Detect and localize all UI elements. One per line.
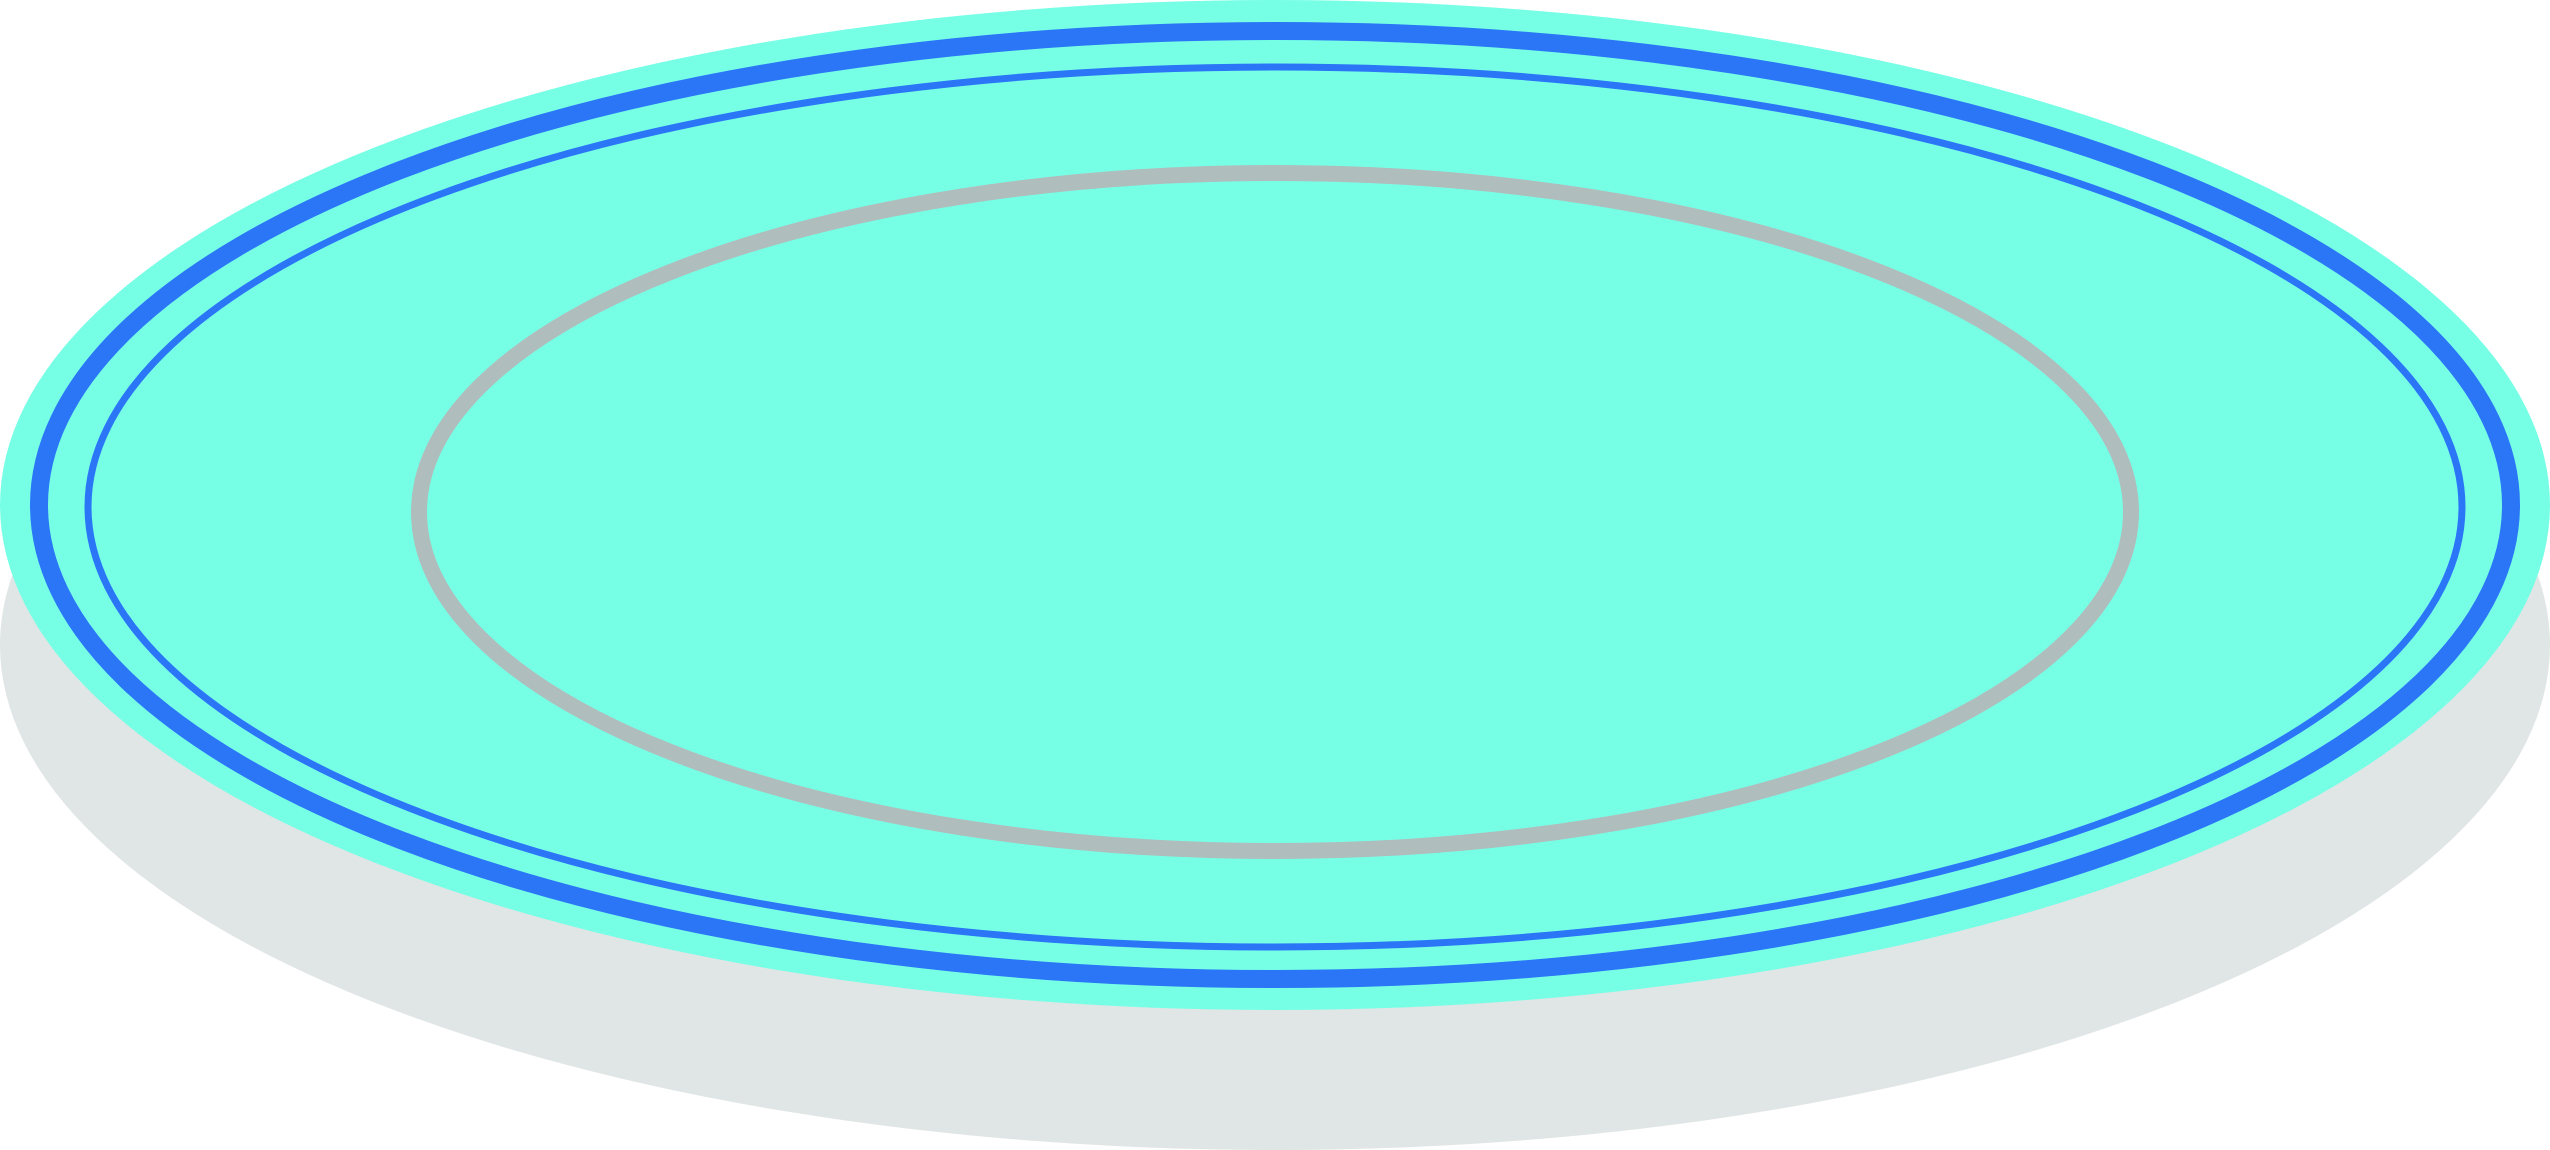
plate-base (0, 0, 2550, 1010)
plate-inner-rim (84, 63, 2466, 951)
plate-well-ring (411, 165, 2139, 859)
plate-outer-rim (30, 22, 2520, 988)
